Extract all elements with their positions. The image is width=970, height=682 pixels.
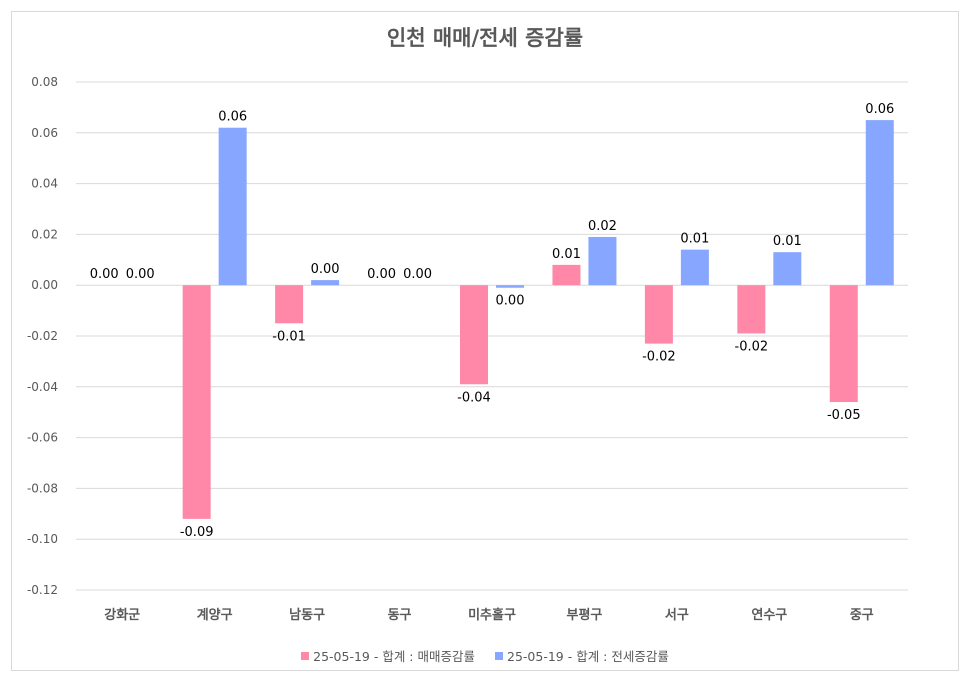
x-tick-label: 중구 bbox=[850, 608, 874, 623]
legend-label: 25-05-19 - 합계 : 전세증감률 bbox=[507, 649, 669, 664]
bar bbox=[644, 285, 673, 344]
data-label: 0.00 bbox=[367, 267, 396, 282]
data-label: 0.02 bbox=[588, 219, 617, 234]
x-tick-label: 미추홀구 bbox=[468, 607, 516, 623]
x-tick-label: 남동구 bbox=[289, 607, 325, 623]
bar bbox=[275, 285, 304, 324]
data-label: -0.04 bbox=[457, 390, 491, 405]
x-tick-label: 강화군 bbox=[104, 607, 140, 623]
data-label: 0.00 bbox=[311, 262, 340, 277]
bar bbox=[865, 120, 894, 286]
legend-item: 25-05-19 - 합계 : 전세증감률 bbox=[495, 646, 669, 665]
bar bbox=[773, 252, 802, 286]
y-tick-label: -0.08 bbox=[27, 481, 58, 495]
bar bbox=[829, 285, 858, 403]
data-label: -0.01 bbox=[272, 329, 306, 344]
chart-title: 인천 매매/전세 증감률 bbox=[386, 26, 584, 50]
data-label: 0.01 bbox=[552, 247, 581, 262]
legend-swatch bbox=[301, 651, 310, 660]
legend-item: 25-05-19 - 합계 : 매매증감률 bbox=[301, 646, 475, 665]
data-label: 0.00 bbox=[403, 267, 432, 282]
y-tick-label: -0.04 bbox=[27, 380, 58, 394]
x-tick-label: 동구 bbox=[388, 608, 412, 623]
data-label: 0.06 bbox=[865, 102, 894, 117]
data-label: -0.02 bbox=[642, 350, 676, 365]
y-tick-label: 0.02 bbox=[31, 227, 58, 241]
legend-label: 25-05-19 - 합계 : 매매증감률 bbox=[313, 649, 475, 664]
bar bbox=[182, 285, 211, 519]
data-label: -0.09 bbox=[180, 525, 214, 540]
y-tick-label: -0.12 bbox=[27, 583, 58, 597]
x-tick-label: 연수구 bbox=[751, 608, 787, 623]
y-tick-label: 0.04 bbox=[31, 177, 58, 191]
y-tick-label: 0.00 bbox=[31, 278, 58, 292]
x-tick-label: 서구 bbox=[665, 608, 689, 623]
y-tick-label: 0.06 bbox=[31, 126, 58, 140]
y-tick-label: -0.02 bbox=[27, 329, 58, 343]
y-tick-label: -0.06 bbox=[27, 431, 58, 445]
legend-swatch bbox=[495, 651, 503, 660]
data-label: -0.02 bbox=[735, 339, 769, 354]
data-label: 0.00 bbox=[90, 267, 119, 282]
bar bbox=[311, 280, 340, 286]
data-label: 0.06 bbox=[218, 110, 247, 125]
data-label: -0.05 bbox=[827, 408, 861, 423]
data-label: 0.01 bbox=[680, 232, 709, 247]
bar bbox=[218, 127, 247, 286]
x-tick-label: 부평구 bbox=[566, 607, 602, 623]
data-label: 0.01 bbox=[773, 234, 802, 249]
legend: 25-05-19 - 합계 : 매매증감률 25-05-19 - 합계 : 전세증… bbox=[0, 646, 970, 665]
data-label: 0.00 bbox=[126, 267, 155, 282]
x-tick-label: 계양구 bbox=[197, 608, 233, 623]
bar bbox=[737, 285, 766, 334]
bar bbox=[680, 249, 709, 286]
bar bbox=[460, 285, 488, 385]
bar bbox=[588, 236, 617, 286]
bar bbox=[552, 264, 581, 286]
y-tick-label: -0.10 bbox=[27, 532, 58, 546]
bar bbox=[496, 285, 524, 288]
data-label: 0.00 bbox=[496, 294, 525, 309]
y-tick-label: 0.08 bbox=[31, 75, 58, 89]
